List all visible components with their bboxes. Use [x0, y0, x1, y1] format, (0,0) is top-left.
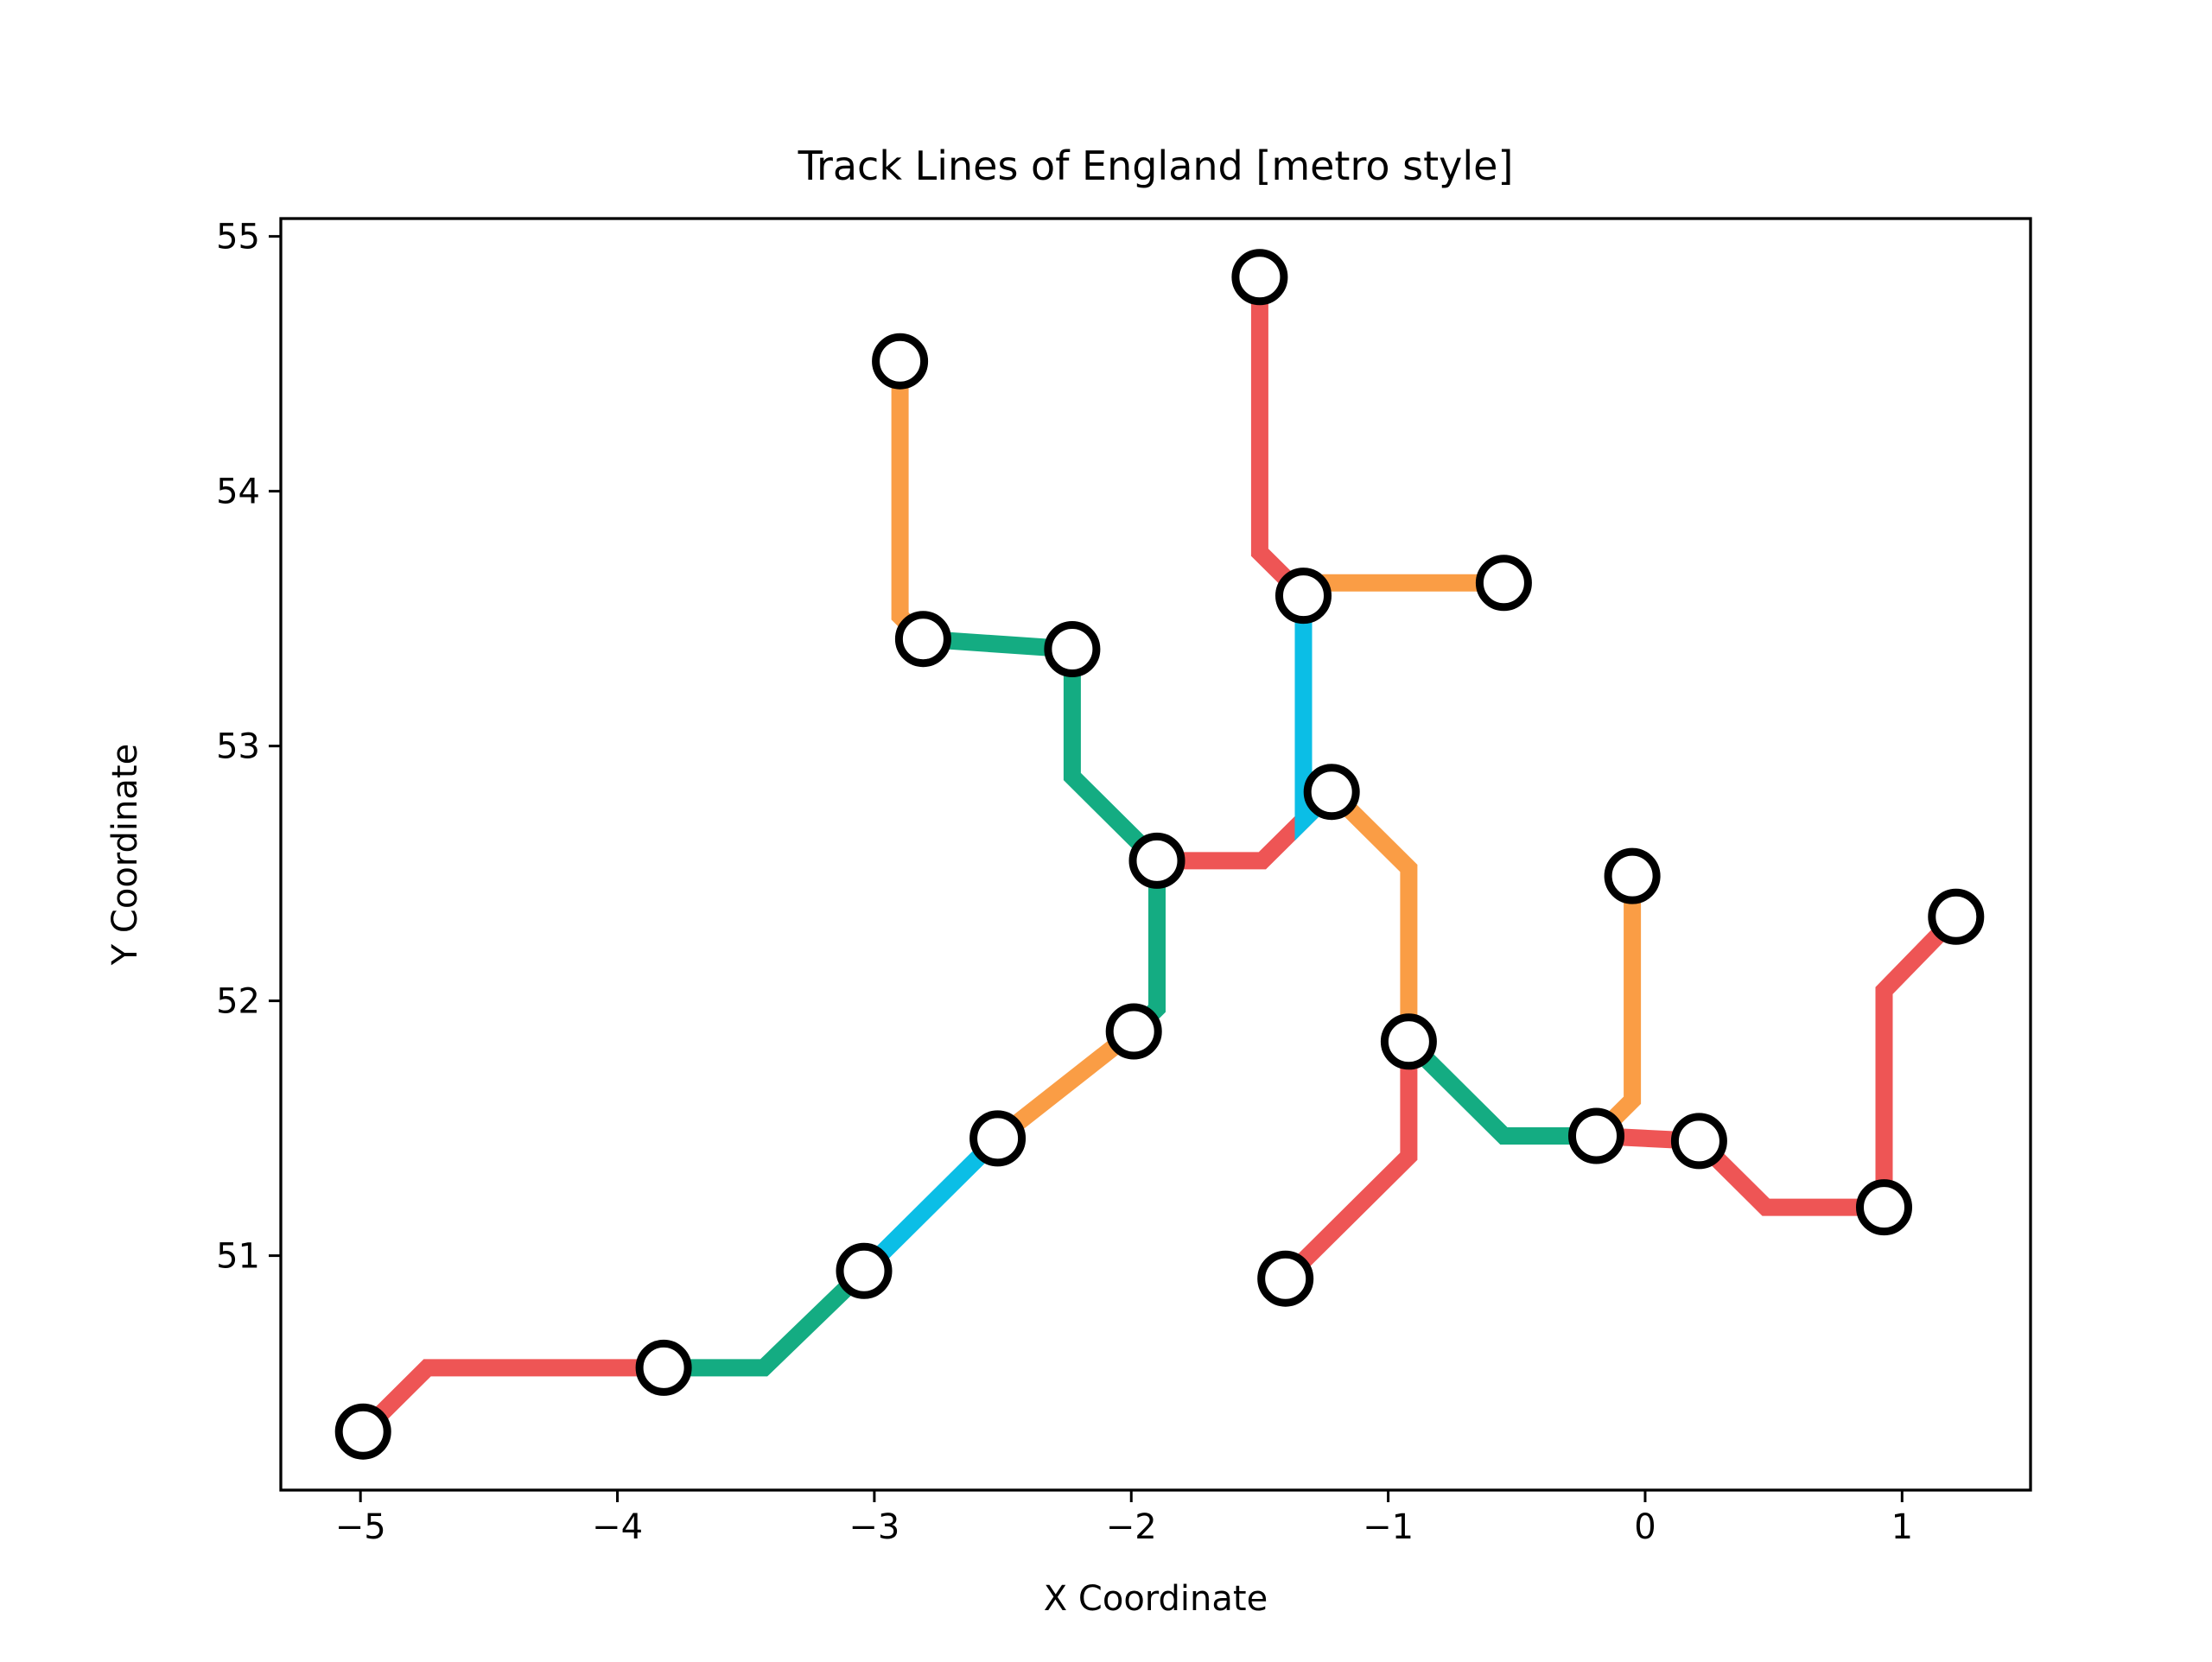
x-axis-ticks: −5 −4 −3 −2 −1 0 1: [335, 1490, 1913, 1547]
x-tick-label: −2: [1106, 1507, 1157, 1547]
track-line-blue-3: [857, 1132, 1004, 1278]
chart-title: Track Lines of England [metro style]: [798, 143, 1514, 189]
track-line-green-15: [1402, 1035, 1597, 1145]
y-axis-label: Y Coordinate: [105, 744, 145, 966]
track-line-orange-13: [1325, 785, 1418, 1042]
station-marker-6: [1128, 832, 1185, 889]
y-tick-label: 51: [216, 1237, 260, 1277]
x-tick-label: −1: [1363, 1507, 1414, 1547]
station-marker-14: [1380, 1013, 1437, 1070]
station-marker-3: [836, 1242, 893, 1299]
track-line-red-18: [1875, 910, 1962, 1208]
station-marker-13: [1303, 764, 1360, 821]
station-marker-7: [1044, 621, 1101, 677]
x-axis-label: X Coordinate: [1044, 1579, 1268, 1619]
station-marker-10: [1231, 249, 1288, 306]
station-marker-20: [1928, 888, 1985, 945]
x-tick-label: −5: [335, 1507, 386, 1547]
station-marker-17: [1604, 847, 1661, 904]
x-tick-label: 0: [1634, 1507, 1656, 1547]
track-line-orange-16: [1590, 876, 1642, 1143]
station-marker-5: [1105, 1003, 1162, 1060]
track-line-orange-4: [992, 1024, 1140, 1145]
track-line-red-11: [1250, 276, 1310, 602]
track-line-red-17: [1596, 1127, 1885, 1216]
station-marker-4: [969, 1110, 1027, 1167]
y-tick-label: 52: [216, 982, 260, 1022]
track-line-orange-12: [1296, 574, 1504, 601]
station-marker-19: [1856, 1179, 1912, 1236]
y-axis-ticks: 51 52 53 54 55: [216, 218, 281, 1277]
station-marker-8: [894, 611, 951, 668]
station-marker-11: [1275, 568, 1332, 625]
station-marker-18: [1670, 1113, 1727, 1170]
track-line-red-1: [357, 1359, 664, 1438]
station-marker-1: [334, 1403, 391, 1460]
stations: [334, 249, 1985, 1460]
x-tick-label: −3: [849, 1507, 899, 1547]
station-marker-9: [872, 333, 929, 390]
y-tick-label: 53: [216, 727, 260, 767]
y-tick-label: 55: [216, 218, 260, 257]
x-tick-label: −4: [592, 1507, 643, 1547]
track-line-orange-9: [891, 361, 930, 645]
station-marker-15: [1257, 1250, 1314, 1307]
track-line-red-14: [1279, 1041, 1418, 1285]
track-line-green-7: [1063, 649, 1164, 867]
plot-frame: [279, 217, 2032, 1492]
station-marker-2: [635, 1339, 692, 1396]
y-tick-label: 54: [216, 473, 260, 512]
track-line-green-2: [664, 1265, 870, 1377]
station-marker-12: [1475, 555, 1532, 612]
x-tick-label: 1: [1891, 1507, 1913, 1547]
station-marker-16: [1568, 1107, 1624, 1164]
